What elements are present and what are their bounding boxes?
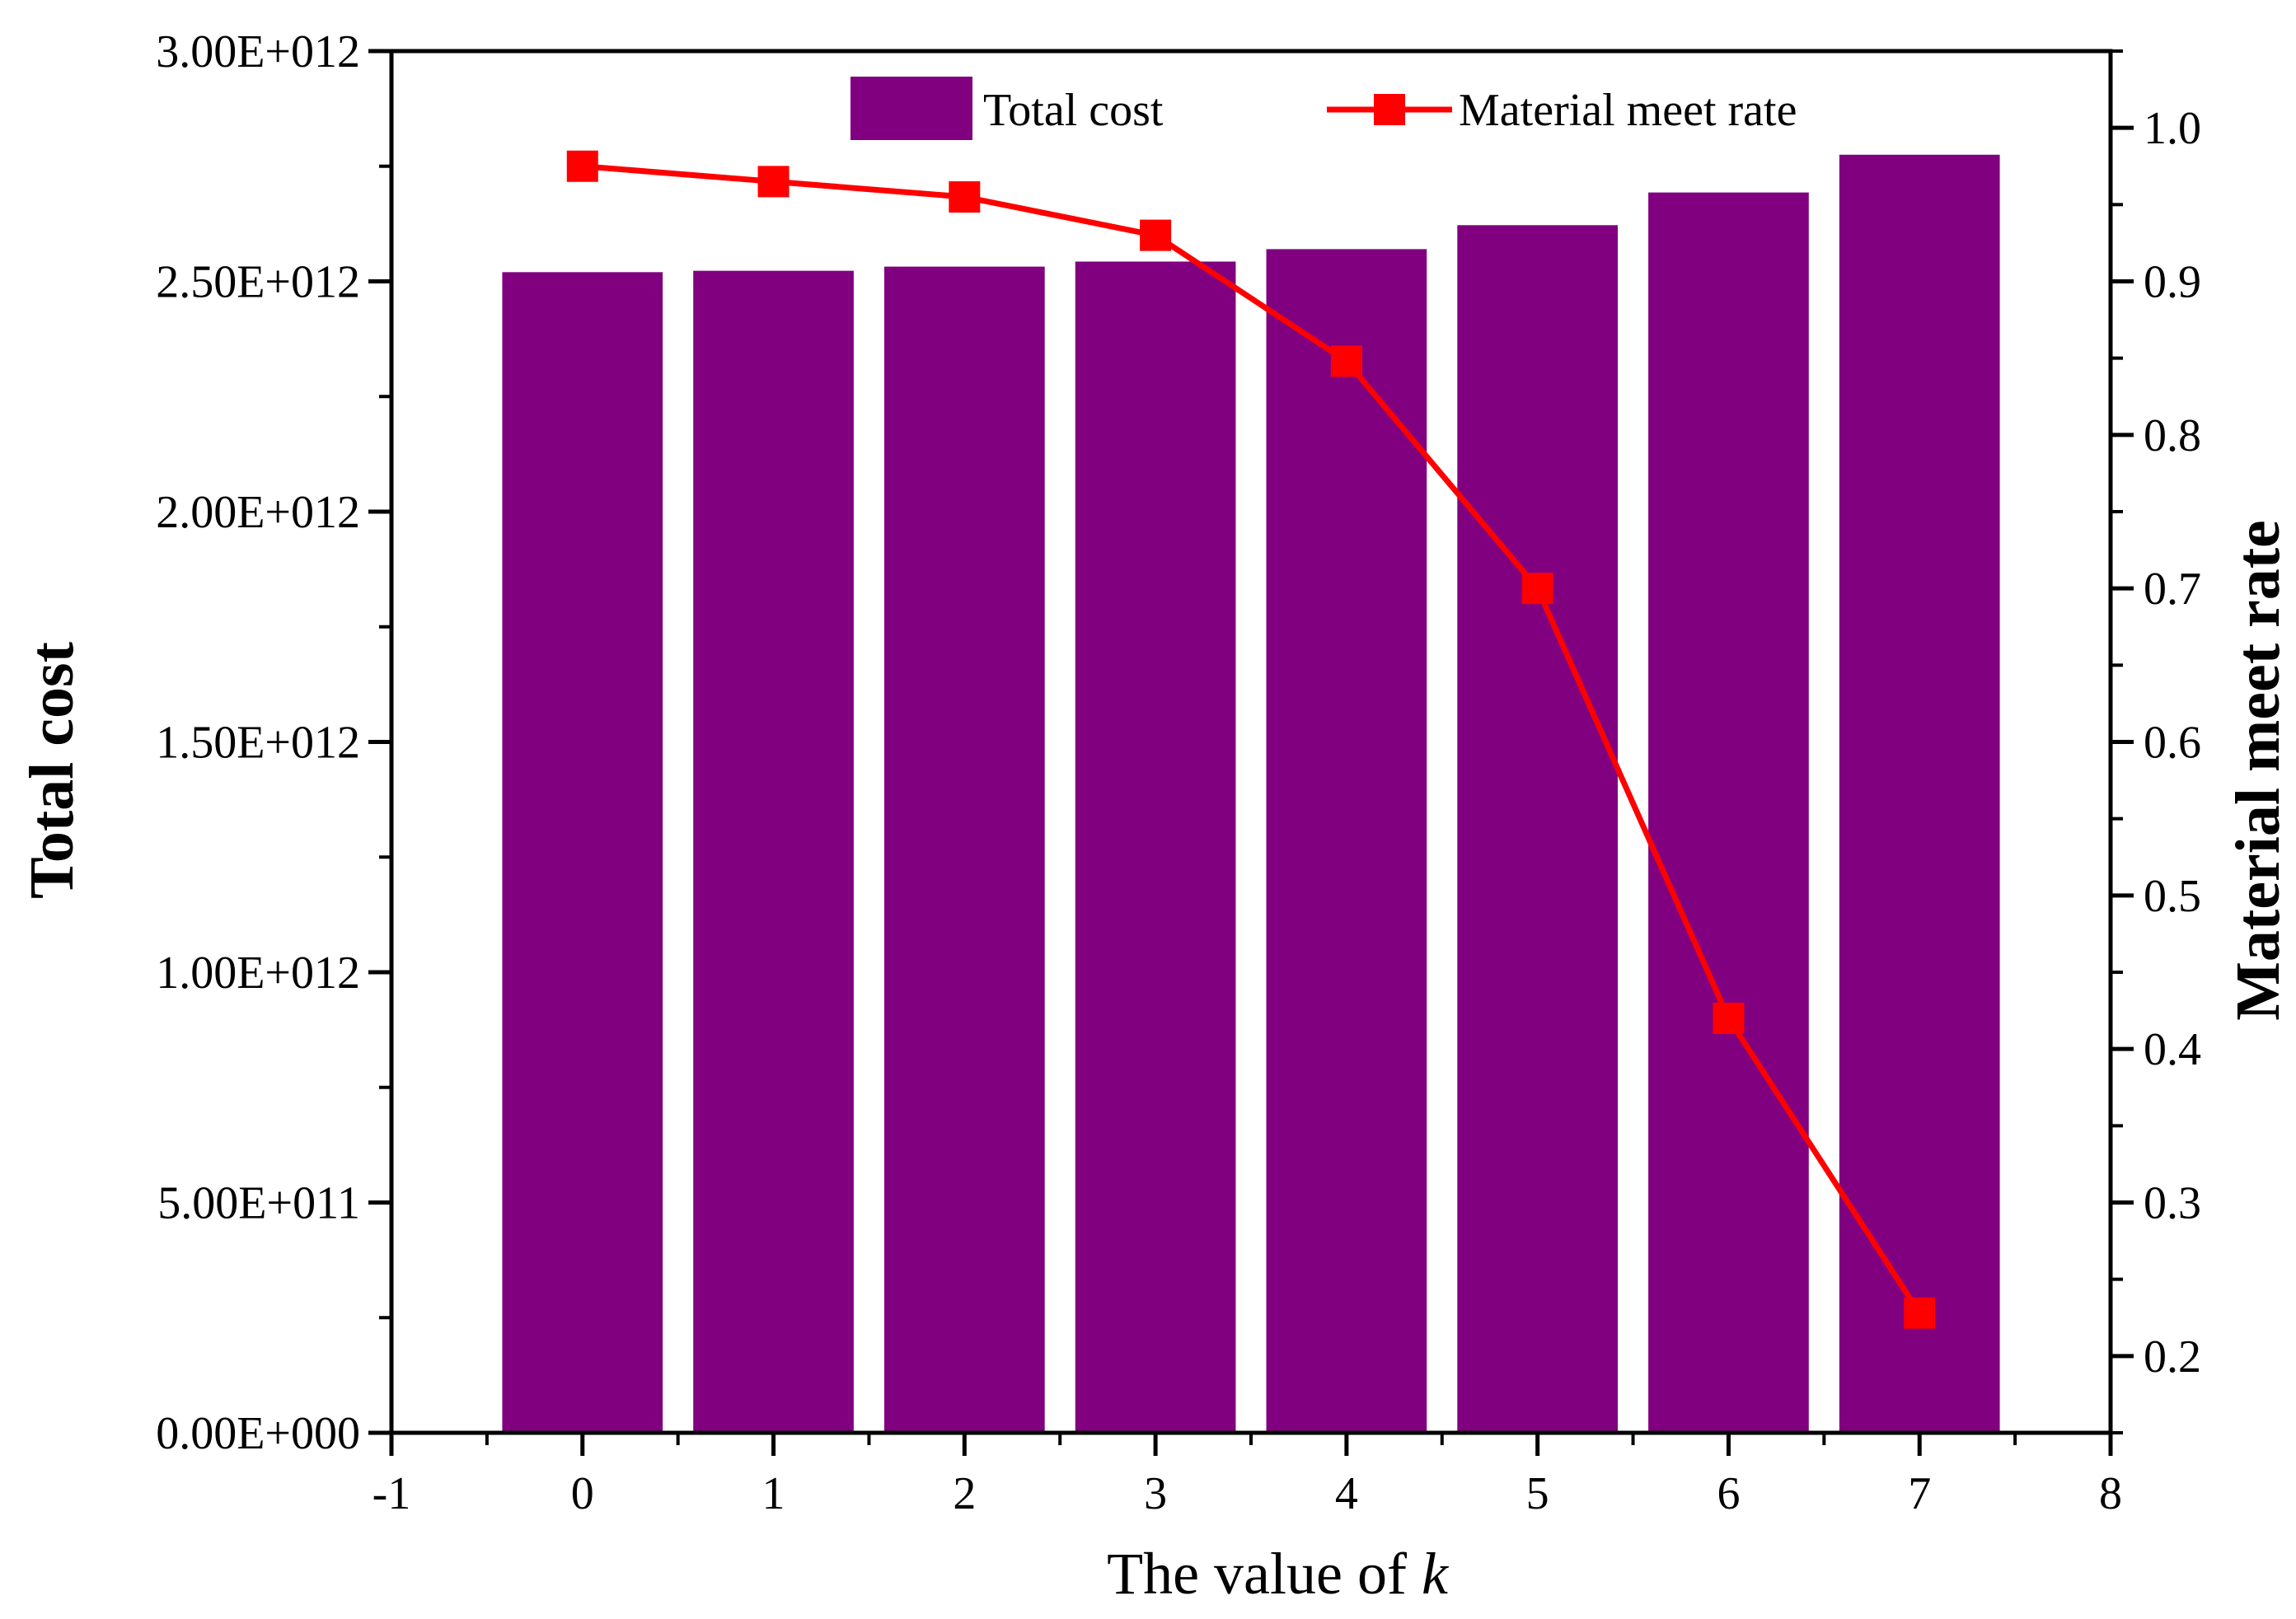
x-tick-label: 7	[1908, 1468, 1931, 1519]
left-tick-label: 1.00E+012	[156, 948, 360, 999]
x-tick-label: -1	[373, 1468, 411, 1519]
legend-label-total-cost: Total cost	[983, 85, 1164, 136]
bar-total-cost-4	[1266, 249, 1427, 1433]
marker-material-meet-rate-5	[1521, 573, 1553, 605]
x-tick-label: 5	[1526, 1468, 1549, 1519]
marker-material-meet-rate-6	[1713, 1002, 1745, 1034]
right-tick-label: 0.6	[2144, 718, 2201, 769]
bar-total-cost-2	[883, 266, 1045, 1433]
legend: Total cost Material meet rate	[850, 77, 1797, 140]
legend-swatch-total-cost	[850, 77, 972, 140]
x-tick-label: 0	[571, 1468, 594, 1519]
bar-total-cost-1	[693, 270, 854, 1433]
x-axis-title-prefix: The value of	[1107, 1541, 1422, 1607]
y-axis-left-title: Total cost	[17, 642, 87, 899]
bar-total-cost-0	[502, 272, 663, 1433]
bar-total-cost-7	[1839, 154, 2000, 1433]
marker-material-meet-rate-3	[1140, 219, 1172, 251]
bars-group	[502, 154, 2000, 1433]
marker-material-meet-rate-7	[1904, 1297, 1936, 1329]
left-tick-label: 2.50E+012	[156, 257, 360, 308]
x-tick-label: 6	[1717, 1468, 1740, 1519]
bar-total-cost-5	[1457, 225, 1619, 1433]
left-tick-label: 0.00E+000	[156, 1408, 360, 1459]
right-tick-label: 0.2	[2144, 1331, 2201, 1383]
bar-total-cost-3	[1075, 261, 1236, 1433]
x-tick-label: 4	[1335, 1468, 1358, 1519]
marker-material-meet-rate-1	[757, 166, 790, 198]
x-axis-title-variable: k	[1422, 1541, 1450, 1607]
x-axis-title: The value of k	[1107, 1541, 1450, 1607]
right-axis: 0.2 0.3 0.4 0.5 0.6 0.7 0.8 0.9 1.0	[2111, 49, 2201, 1434]
line-material-meet-rate	[582, 163, 1923, 1315]
right-tick-label: 1.0	[2144, 103, 2201, 154]
right-tick-label: 0.5	[2144, 871, 2201, 922]
marker-material-meet-rate-4	[1330, 345, 1362, 377]
left-tick-label: 1.50E+012	[156, 718, 360, 769]
right-tick-label: 0.4	[2144, 1024, 2201, 1075]
left-tick-label: 2.00E+012	[156, 487, 360, 538]
right-tick-label: 0.3	[2144, 1178, 2201, 1229]
legend-label-material-meet-rate: Material meet rate	[1459, 85, 1797, 136]
x-tick-label: 8	[2099, 1468, 2122, 1519]
right-tick-label: 0.9	[2144, 257, 2201, 308]
bar-total-cost-6	[1648, 192, 1809, 1433]
right-tick-label: 0.8	[2144, 410, 2201, 461]
left-axis: 0.00E+000 5.00E+011 1.00E+012 1.50E+012 2.00…	[156, 26, 391, 1459]
x-tick-label: 1	[762, 1468, 785, 1519]
right-tick-label: 0.7	[2144, 564, 2201, 615]
legend-marker-material-meet-rate	[1374, 94, 1405, 125]
x-tick-label: 2	[953, 1468, 976, 1519]
y-axis-right-title: Material meet rate	[2223, 520, 2293, 1021]
left-tick-label: 5.00E+011	[157, 1178, 360, 1229]
marker-material-meet-rate-2	[949, 181, 981, 213]
x-axis: -1 0 1 2 3 4 5 6 7 8	[373, 1433, 2122, 1519]
marker-material-meet-rate-0	[566, 150, 598, 182]
x-tick-label: 3	[1144, 1468, 1167, 1519]
left-tick-label: 3.00E+012	[156, 26, 360, 77]
line-series-group	[566, 150, 1936, 1329]
